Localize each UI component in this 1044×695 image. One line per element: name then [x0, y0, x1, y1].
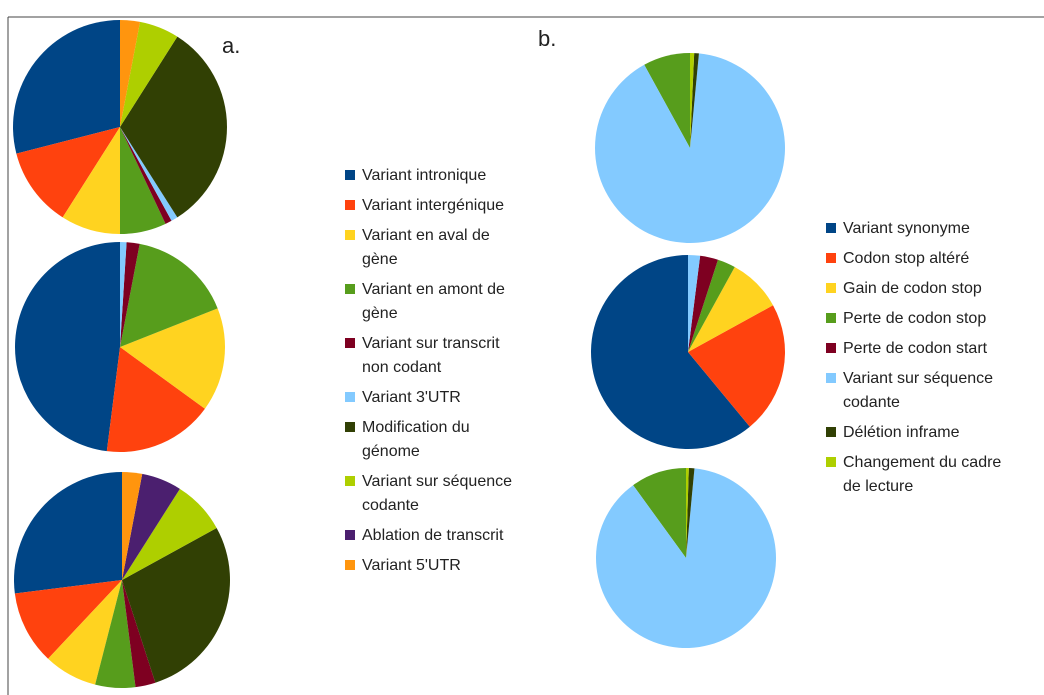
legend-label: Modification du — [362, 419, 470, 436]
legend-label: Changement du cadre — [843, 454, 1001, 471]
pie-slice — [120, 20, 141, 127]
legend-label: Délétion inframe — [843, 424, 960, 441]
pie-slice — [120, 36, 228, 218]
legend-swatch — [826, 313, 836, 323]
pie-slice — [633, 468, 686, 558]
legend-label: gène — [362, 305, 398, 322]
pie-slice — [686, 468, 695, 558]
pie-slice — [122, 472, 143, 580]
legend-label: Variant intronique — [362, 167, 486, 184]
pie-slice — [688, 259, 735, 352]
legend-label: codante — [843, 394, 900, 411]
legend-label: non codant — [362, 359, 442, 376]
legend-label: Variant 3'UTR — [362, 389, 461, 406]
pie-slice — [120, 243, 218, 347]
pie-slice — [120, 21, 178, 127]
pie-slice — [688, 266, 774, 352]
pie-slice — [12, 20, 121, 154]
pie-slice — [595, 468, 776, 649]
legend-swatch — [826, 427, 836, 437]
legend-label: Perte de codon stop — [843, 310, 986, 327]
legend-swatch — [345, 422, 355, 432]
pie-slice — [688, 255, 701, 352]
pie-slice — [106, 347, 205, 453]
legend-swatch — [345, 230, 355, 240]
legend-swatch — [345, 530, 355, 540]
pie-slice — [95, 580, 136, 688]
legend-label: Variant synonyme — [843, 220, 970, 237]
legend-label: Variant en amont de — [362, 281, 505, 298]
legend-swatch — [345, 560, 355, 570]
legend-label: codante — [362, 497, 419, 514]
pie-slice — [120, 242, 127, 347]
pie-slice — [122, 473, 180, 580]
legend-label: Codon stop altéré — [843, 250, 969, 267]
pie-slice — [120, 242, 140, 347]
pie-slice — [686, 468, 689, 558]
pie-slice — [16, 127, 120, 218]
legend-swatch — [826, 223, 836, 233]
pie-slice — [122, 527, 230, 683]
legend-label: Variant sur transcrit — [362, 335, 500, 352]
pie-slice — [14, 472, 123, 594]
pie-slice — [120, 127, 172, 224]
legend-label: de lecture — [843, 478, 913, 495]
pie-slice — [595, 53, 785, 243]
legend-label: Gain de codon stop — [843, 280, 982, 297]
legend-label: génome — [362, 443, 420, 460]
pie-slice — [120, 308, 226, 409]
pie-slice — [48, 580, 123, 685]
legend-swatch — [345, 338, 355, 348]
pie-slice — [14, 242, 120, 452]
legend-label: Variant 5'UTR — [362, 557, 461, 574]
legend-swatch — [826, 253, 836, 263]
legend-swatch — [826, 343, 836, 353]
legend-swatch — [826, 457, 836, 467]
legend-swatch — [826, 373, 836, 383]
legend-swatch — [826, 283, 836, 293]
pie-slice — [690, 53, 699, 148]
legend-label: Variant en aval de — [362, 227, 490, 244]
legend-swatch — [345, 200, 355, 210]
legend-label: gène — [362, 251, 398, 268]
pie-slice — [122, 580, 156, 688]
pie-slice — [120, 127, 166, 234]
pie-slice — [590, 255, 750, 450]
pie-slice — [122, 488, 217, 580]
legend-swatch — [345, 476, 355, 486]
pie-slice — [688, 255, 718, 352]
legend-swatch — [345, 392, 355, 402]
pie-slice — [120, 127, 178, 221]
panel-title: b. — [538, 26, 556, 51]
legend-label: Variant intergénique — [362, 197, 504, 214]
pie-slice — [62, 127, 120, 234]
legend-label: Perte de codon start — [843, 340, 988, 357]
legend-swatch — [345, 170, 355, 180]
pie-slice — [14, 580, 123, 659]
panel-title: a. — [222, 33, 240, 58]
legend-label: Variant sur séquence — [362, 473, 512, 490]
legend-label: Ablation de transcrit — [362, 527, 504, 544]
legend-swatch — [345, 284, 355, 294]
pie-slice — [690, 53, 695, 148]
pie-slice — [644, 53, 690, 148]
pie-slice — [688, 305, 785, 427]
legend-label: Variant sur séquence — [843, 370, 993, 387]
